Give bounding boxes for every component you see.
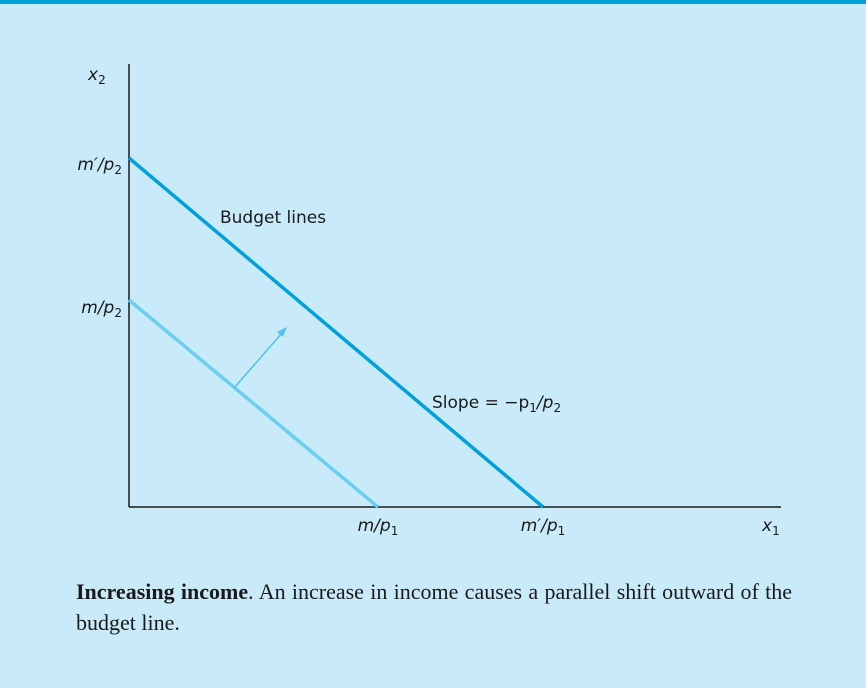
x-axis-label: x1 xyxy=(761,516,780,538)
label-sub: 2 xyxy=(114,306,122,320)
label-sub: 1 xyxy=(529,401,537,415)
caption-text: . An increase in income causes a paralle… xyxy=(76,579,792,635)
label-part: Slope = −p xyxy=(432,393,529,413)
label-part: m/p xyxy=(81,298,114,318)
caption-title: Increasing income xyxy=(76,579,249,604)
x-intercept-new: m′/p1 xyxy=(521,516,566,538)
label-part: m′/p xyxy=(521,516,558,536)
label-part: x xyxy=(761,516,773,536)
arrow-head xyxy=(277,327,287,337)
label-sub: 1 xyxy=(558,524,566,538)
label-part: x xyxy=(87,65,99,85)
label-sub: 2 xyxy=(553,401,561,415)
y-axis-label: x2 xyxy=(87,65,106,87)
line-label: Budget lines xyxy=(220,208,326,228)
label-sub: 1 xyxy=(391,524,399,538)
shift-arrow xyxy=(233,332,283,389)
x-intercept-old: m/p1 xyxy=(358,516,399,538)
diagram: x2 m′/p2 m/p2 m/p1 m′/p1 x1 Budget lines… xyxy=(77,64,781,538)
label-sub: 1 xyxy=(772,524,780,538)
budget-line-new xyxy=(127,156,545,509)
y-intercept-old: m/p2 xyxy=(81,298,122,320)
top-bar xyxy=(0,0,866,4)
label-sub: 2 xyxy=(98,73,106,87)
caption: Increasing income. An increase in income… xyxy=(76,576,792,638)
slope-label: Slope = −p1/p2 xyxy=(432,393,561,415)
label-sub: 2 xyxy=(114,163,122,177)
budget-line-old xyxy=(127,298,380,509)
label-part: m′/p xyxy=(77,155,114,175)
label-part: /p xyxy=(535,393,554,413)
label-part: m/p xyxy=(358,516,391,536)
y-intercept-new: m′/p2 xyxy=(77,155,122,177)
